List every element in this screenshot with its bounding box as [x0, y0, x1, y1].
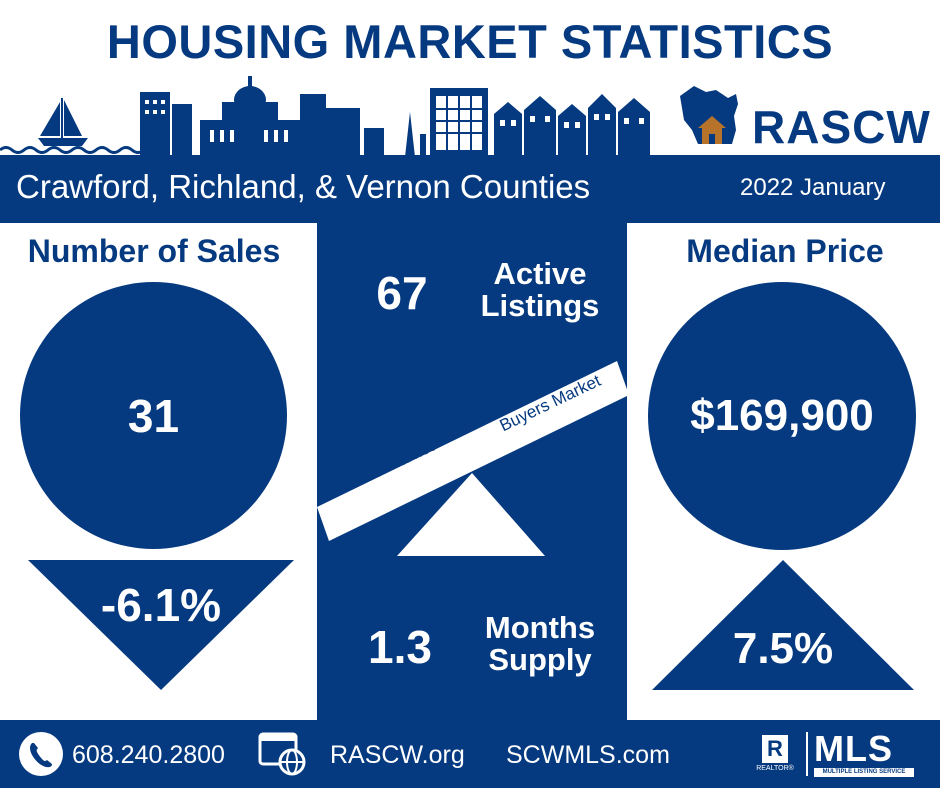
- listings-value: 67: [376, 267, 428, 319]
- rascw-logo-text: RASCW: [752, 101, 931, 153]
- region-banner: [0, 155, 940, 223]
- realtor-logo-icon: R: [762, 735, 788, 763]
- website-rascw-link[interactable]: RASCW.org: [330, 741, 465, 769]
- sales-heading: Number of Sales: [27, 233, 281, 269]
- listings-label-line1: Active: [493, 256, 587, 291]
- page-title: HOUSING MARKET STATISTICS: [106, 15, 834, 68]
- price-heading: Median Price: [686, 233, 884, 269]
- supply-label-line1: Months: [484, 610, 596, 645]
- price-circle: $169,900: [648, 282, 916, 550]
- supply-value: 1.3: [368, 621, 432, 673]
- region-name: Crawford, Richland, & Vernon Counties: [16, 168, 591, 205]
- center-panel: [317, 223, 627, 720]
- website-globe-icon: [258, 732, 306, 776]
- wisconsin-logo-icon: [680, 86, 738, 144]
- sales-change: -6.1%: [100, 579, 222, 631]
- phone-number[interactable]: 608.240.2800: [72, 741, 225, 769]
- market-balance-scale-icon: [317, 361, 627, 556]
- city-skyline-illustration: [0, 76, 680, 157]
- website-scwmls-link[interactable]: SCWMLS.com: [506, 741, 670, 769]
- listings-label-line2: Listings: [480, 288, 600, 323]
- sales-value: 31: [127, 389, 180, 442]
- mls-logo-text: MLS: [814, 728, 893, 769]
- realtor-logo-label: REALTOR®: [756, 765, 794, 772]
- report-period: 2022 January: [740, 174, 886, 201]
- mls-logo-sub: MULTIPLE LISTING SERVICE: [814, 768, 914, 777]
- price-value: $169,900: [690, 391, 874, 440]
- supply-label: Months Supply: [470, 612, 610, 676]
- listings-label: Active Listings: [470, 258, 610, 322]
- sales-circle: 31: [20, 282, 287, 549]
- logo-divider: [806, 732, 808, 776]
- phone-icon: [19, 732, 63, 776]
- supply-label-line2: Supply: [488, 642, 592, 677]
- price-change: 7.5%: [732, 624, 834, 673]
- sales-change-down-triangle-icon: [28, 560, 294, 690]
- sailboat-sail-icon: [40, 102, 60, 136]
- price-change-up-triangle-icon: [652, 560, 914, 690]
